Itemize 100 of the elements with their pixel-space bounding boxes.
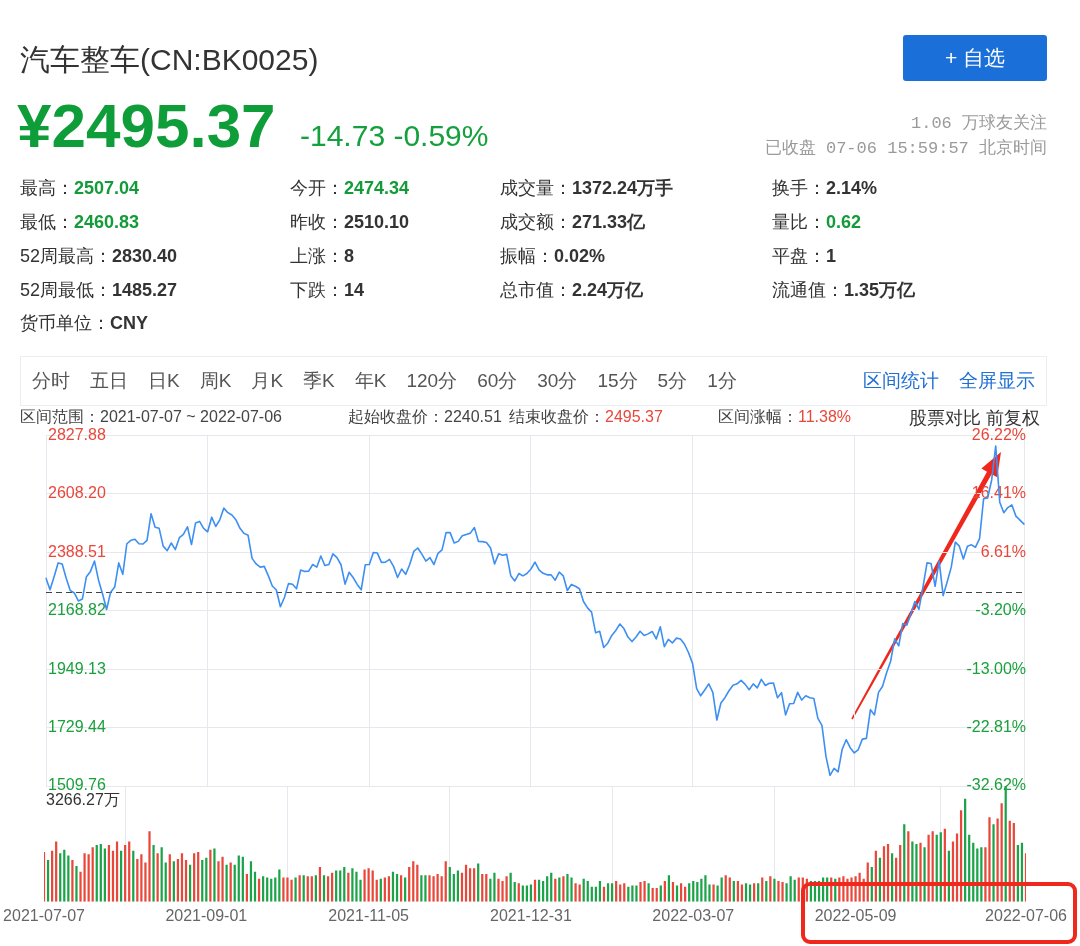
bar [282,877,285,902]
x-tick-label: 2021-07-07 [3,906,86,924]
bar [436,874,439,902]
bar [294,877,297,902]
y-tick-label: 2168.82 [48,601,106,619]
bar [505,876,508,902]
bar [773,878,776,902]
text: 8 [344,245,355,266]
bar [493,872,496,902]
text: -14.73 -0.59% [300,118,489,154]
text: 2.14% [826,177,878,198]
bar [927,834,930,902]
text: 起始收盘价：2240.51 [348,407,502,427]
text: 271.33亿 [572,211,646,232]
bar [148,831,151,902]
text: 区间范围：2021-07-07 ~ 2022-07-06 [20,407,282,427]
bar [635,885,638,902]
text: 2495.37 [605,408,663,425]
bar [286,877,289,902]
y-tick-label: 1729.44 [48,718,106,736]
bar [704,875,707,902]
bar [140,854,143,902]
text: 已收盘 07-06 15:59:57 北京时间 [764,137,1047,159]
y2-tick-label: 6.61% [980,542,1026,560]
text: 2830.40 [112,245,178,266]
y-tick-label: 1509.76 [48,776,106,794]
text: 1485.27 [112,279,178,300]
text: 1372.24万手 [572,177,674,198]
text: ¥2495.37 [17,90,276,162]
text: 1.06 万球友关注 [910,112,1047,134]
bar [217,861,220,902]
bar [351,868,354,902]
text: 2510.10 [344,211,410,232]
bar [152,845,155,902]
bar [988,817,991,902]
text: 0.62 [826,211,862,232]
text: 换手： [772,177,826,198]
bar [643,880,646,902]
text: 1.35万亿 [844,279,916,300]
bar [71,860,74,902]
text: 总市值： [500,279,572,300]
text: 最高： [20,177,74,198]
y2-tick-label: -32.62% [966,776,1026,794]
bar [716,885,719,902]
text: 平盘： [772,245,826,266]
bar [363,869,366,902]
text: 流通值： [772,279,844,300]
y2-tick-label: 26.22% [971,426,1026,444]
bar [225,864,228,902]
y-tick-label: 2608.20 [48,484,106,502]
text: 52周最低： [20,279,113,300]
text: 下跌： [290,279,344,300]
y-tick-label: 2388.51 [48,542,106,560]
text: 2.24万亿 [572,279,644,300]
x-tick-label: 2021-11-05 [328,906,410,924]
y-tick-label: 1949.13 [48,659,106,677]
x-tick-label: 2022-05-09 [814,906,897,924]
bar [639,882,642,902]
text: 最低： [20,211,74,232]
text: 成交量： [500,177,572,198]
bar [915,843,918,902]
add-button: + 自选 [903,35,1047,81]
y2-tick-label: -3.20% [975,601,1026,619]
text: 上涨： [290,245,344,266]
text: 0.02% [554,245,606,266]
x-tick-label: 2021-09-01 [165,906,248,924]
text: 今开： [290,177,344,198]
bar [574,883,577,902]
text: 52周最高： [20,245,113,266]
text: 1 [826,245,837,266]
y2-tick-label: -22.81% [966,717,1026,735]
text: CNY [110,312,149,333]
bar [781,882,784,902]
bar [919,842,922,902]
bar [213,848,216,902]
text: 2460.83 [74,211,140,232]
text: 结束收盘价： [509,408,605,425]
text: 2474.34 [344,177,410,198]
bar [432,876,435,902]
text: 汽车整车(CN:BK0025) [20,42,319,78]
bar [497,878,500,902]
text: 区间涨幅： [718,408,798,425]
bar [290,879,293,902]
bar [75,865,78,902]
tab-bar: 分时 五日 日K 周K 月K 季K 年K 120分 60分 30分 15分 5分 1分 区间统计 全屏显示 [20,356,1047,406]
text: 股票对比 [908,407,981,428]
bar [83,853,86,902]
bar [221,856,224,902]
x-tick-label: 2021-12-31 [490,906,572,924]
bar [501,880,504,902]
bar [996,818,999,902]
text: 11.38% [798,408,852,425]
bar [428,875,431,902]
bar [424,875,427,902]
annotation: 3266.27万 [46,791,120,809]
y2-tick-label: -13.00% [966,659,1026,677]
text: 振幅： [500,245,554,266]
bar [785,883,788,902]
bar [923,847,926,902]
bar [777,880,780,902]
